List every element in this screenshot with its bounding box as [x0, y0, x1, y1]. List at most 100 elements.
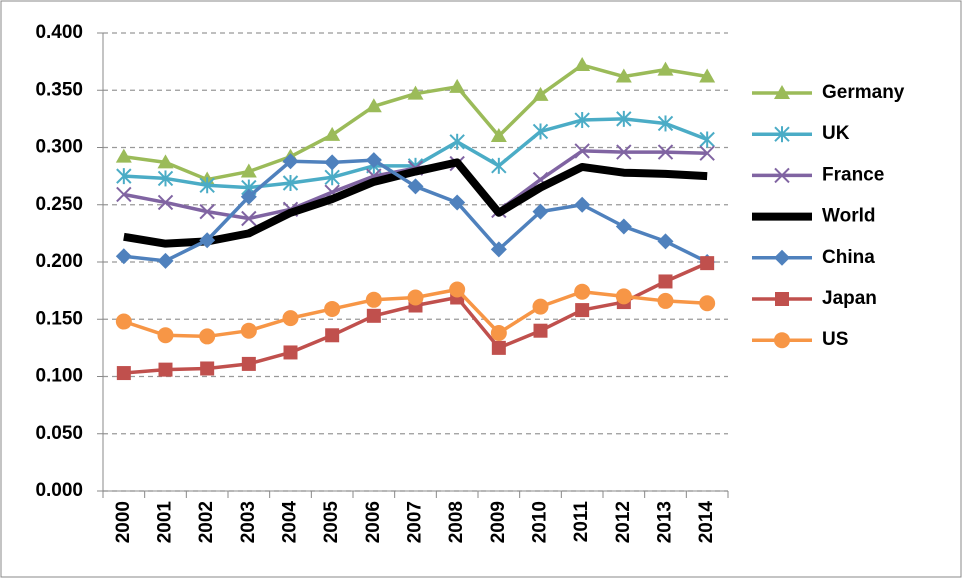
- marker-shape: [615, 288, 632, 305]
- marker: [774, 249, 790, 266]
- y-tick-label: 0.050: [35, 423, 83, 444]
- marker-shape: [532, 203, 549, 220]
- marker: [282, 310, 299, 327]
- marker: [616, 110, 632, 127]
- marker-shape: [199, 328, 216, 345]
- marker-shape: [240, 322, 257, 339]
- y-tick-label: 0.300: [35, 137, 83, 158]
- marker-shape: [574, 283, 591, 300]
- marker: [407, 178, 424, 195]
- marker: [199, 177, 215, 194]
- marker-shape: [365, 98, 382, 113]
- x-tick-label: 2008: [446, 501, 467, 543]
- marker-shape: [574, 196, 591, 213]
- marker-shape: [200, 361, 215, 376]
- marker: [324, 300, 341, 317]
- marker: [658, 274, 673, 289]
- marker: [157, 194, 174, 211]
- marker-shape: [116, 366, 131, 381]
- marker-shape: [282, 310, 299, 327]
- legend-label: Japan: [822, 288, 877, 309]
- marker: [241, 356, 256, 371]
- marker: [490, 128, 507, 143]
- marker-shape: [325, 328, 340, 343]
- marker-shape: [449, 194, 466, 211]
- marker: [199, 232, 216, 249]
- marker: [199, 203, 215, 220]
- marker-shape: [658, 274, 673, 289]
- marker: [449, 194, 466, 211]
- marker: [490, 324, 507, 341]
- marker-shape: [533, 323, 548, 338]
- marker-shape: [490, 128, 507, 143]
- y-tick-label: 0.000: [35, 480, 83, 501]
- marker-shape: [157, 327, 174, 344]
- marker-shape: [324, 300, 341, 317]
- marker: [365, 152, 382, 169]
- legend-label: China: [822, 247, 875, 268]
- marker: [407, 85, 424, 100]
- marker-shape: [775, 292, 789, 306]
- marker: [699, 145, 715, 161]
- marker: [407, 289, 424, 306]
- marker-shape: [574, 143, 590, 159]
- marker-shape: [657, 144, 674, 160]
- marker-shape: [199, 203, 215, 220]
- marker: [615, 68, 632, 83]
- x-tick-label: 2005: [321, 501, 342, 544]
- y-tick-label: 0.250: [35, 194, 83, 215]
- marker: [532, 86, 549, 101]
- marker-shape: [157, 194, 174, 211]
- marker-shape: [699, 145, 715, 161]
- marker: [699, 131, 715, 148]
- marker: [200, 361, 215, 376]
- marker: [449, 78, 466, 93]
- x-tick-label: 2010: [530, 501, 551, 543]
- marker: [657, 292, 674, 309]
- marker: [574, 143, 590, 159]
- marker-shape: [115, 148, 132, 163]
- marker: [116, 168, 132, 185]
- marker: [240, 163, 257, 178]
- marker-shape: [490, 241, 507, 258]
- marker: [657, 115, 674, 132]
- marker: [774, 126, 790, 143]
- marker: [324, 169, 340, 186]
- marker: [282, 174, 299, 191]
- marker-shape: [657, 61, 674, 76]
- marker: [657, 144, 674, 160]
- y-tick-label: 0.400: [35, 22, 83, 43]
- marker: [366, 308, 381, 323]
- marker: [615, 218, 632, 235]
- marker-shape: [282, 153, 299, 170]
- series-line: [123, 158, 708, 248]
- marker-shape: [774, 249, 790, 266]
- marker-shape: [532, 298, 549, 315]
- x-tick-label: 2001: [155, 501, 176, 544]
- marker: [774, 167, 790, 184]
- marker: [532, 203, 549, 220]
- marker: [775, 292, 789, 306]
- x-tick-label: 2007: [405, 501, 426, 543]
- marker: [574, 196, 591, 213]
- marker: [490, 241, 507, 258]
- marker-shape: [490, 324, 507, 341]
- x-tick-label: 2002: [196, 501, 217, 543]
- marker-shape: [657, 233, 674, 250]
- marker: [657, 233, 674, 250]
- marker-shape: [407, 85, 424, 100]
- marker-shape: [115, 248, 132, 265]
- marker-shape: [700, 256, 715, 271]
- marker: [657, 61, 674, 76]
- marker-shape: [158, 362, 173, 377]
- marker: [240, 188, 257, 205]
- marker-shape: [615, 68, 632, 83]
- x-tick-label: 2012: [613, 501, 634, 543]
- marker: [324, 154, 341, 171]
- marker: [616, 144, 632, 160]
- marker-shape: [491, 340, 506, 355]
- marker: [325, 328, 340, 343]
- x-tick-label: 2000: [113, 501, 134, 543]
- marker: [282, 153, 299, 170]
